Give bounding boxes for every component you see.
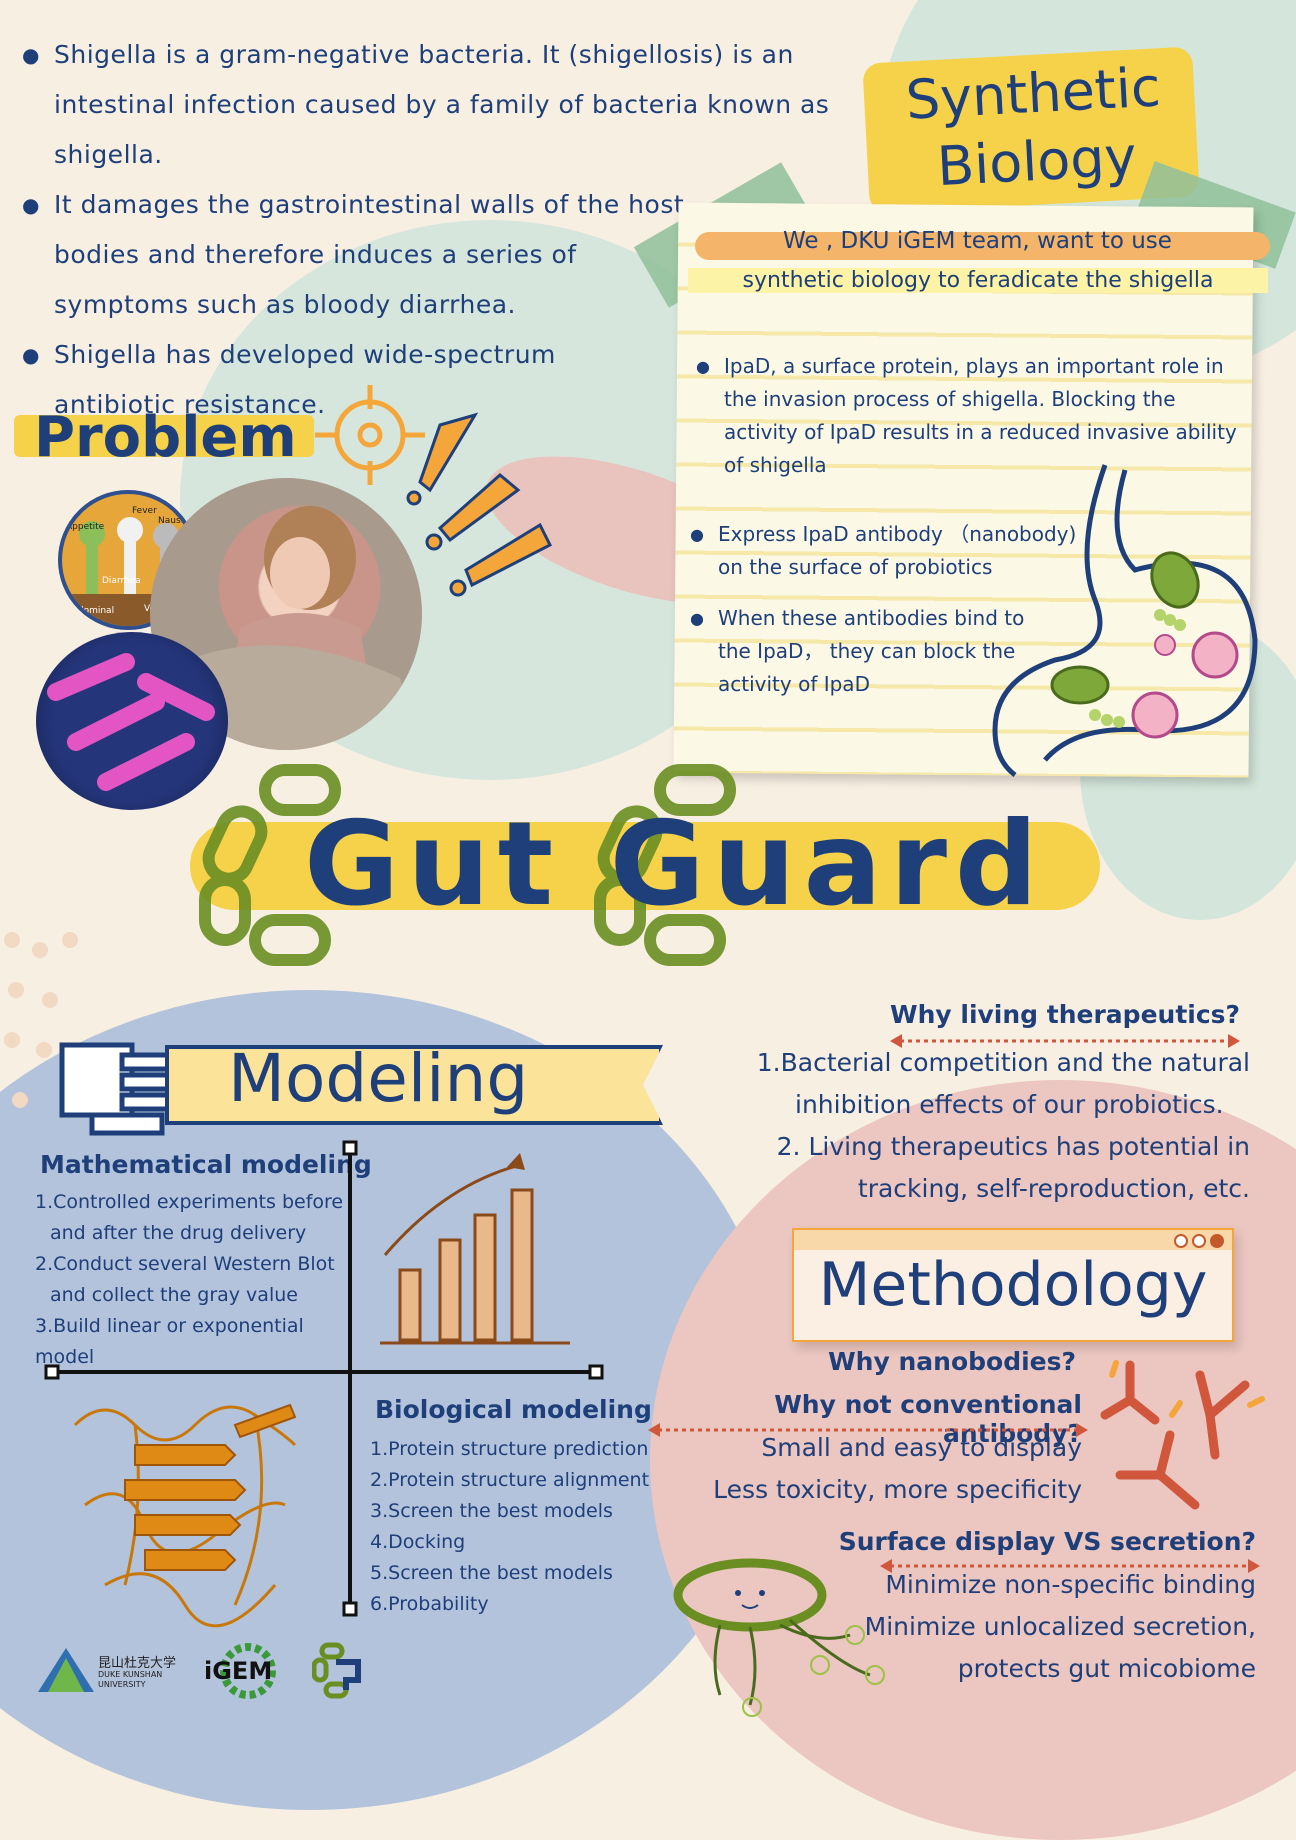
synbio-bullet: IpaD, a surface protein, plays an import… [696,350,1241,482]
dku-name-en: UNIVERSITY [98,1680,146,1689]
synbio-bullet: Express IpaD antibody （nanobody) on the … [690,518,1090,584]
bio-item: 1.Protein structure prediction [370,1438,649,1460]
bio-item: 6.Probability [370,1593,489,1615]
window-dot-icon [1210,1234,1224,1248]
methodology-q3: Surface display VS secretion? [838,1527,1256,1556]
modeling-banner [165,1045,663,1125]
methodology-a1: Small and easy to display [761,1433,1082,1462]
synbio-bullet-list-2: Express IpaD antibody （nanobody) on the … [690,518,1090,701]
synbio-bullet: When these antibodies bind to the IpaD， … [690,602,1048,701]
symptom-label: Abdominal [66,606,115,616]
window-title-bar [794,1230,1232,1250]
methodology-q2: Why not conventional antibody? [774,1390,1082,1448]
chain-link-icon [594,764,736,966]
living-line: 1.Bacterial competition and the natural [756,1048,1250,1077]
igem-gear-icon [220,1643,276,1699]
living-line: inhibition effects of our probiotics. [795,1090,1224,1119]
symptom-label: Fever [132,506,157,516]
methodology-window [792,1228,1234,1342]
living-question: Why living therapeutics? [890,1000,1241,1029]
problem-bullet: Shigella has developed wide-spectrum ant… [22,330,574,430]
exclamation-marks-icon [406,412,553,597]
bio-item: 4.Docking [370,1531,466,1553]
dot-pattern-decoration [4,932,78,1108]
window-dot-icon [1192,1234,1206,1248]
bio-modeling-heading: Biological modeling [375,1395,652,1424]
bio-item: 2.Protein structure alignment [370,1469,650,1491]
methodology-q1: Why nanobodies? [828,1347,1076,1376]
bio-item: 3.Screen the best models [370,1500,613,1522]
problem-heading: Problem [34,405,297,470]
methodology-a2: Less toxicity, more specificity [713,1475,1082,1504]
synbio-intro-highlight [695,232,1270,260]
problem-bullet-list: Shigella is a gram-negative bacteria. It… [22,30,852,430]
methodology-a3: Minimize non-specific binding [885,1570,1256,1599]
problem-bullet: It damages the gastrointestinal walls of… [22,180,704,330]
symptom-label: Nausea [158,516,192,526]
dku-name-en: DUKE KUNSHAN [98,1670,163,1679]
gutguard-small-logo-icon [312,1642,361,1699]
bacteria-image [36,632,228,810]
math-item: 1.Controlled experiments before [35,1191,344,1213]
synbio-intro-line2: synthetic biology to feradicate the shig… [688,268,1268,293]
double-arrow-icon [648,1423,1088,1437]
living-line: 2. Living therapeutics has potential in [776,1132,1250,1161]
stomach-illustration-icon [992,464,1258,777]
symptom-label: Diarrhea [102,576,141,586]
dku-name-cn: 昆山杜克大学 [98,1656,177,1671]
symptom-label: Appetite [66,522,105,532]
chain-link-icon [199,764,341,966]
window-dot-icon [1174,1234,1188,1248]
math-item: and after the drug delivery [50,1222,307,1244]
math-item: and collect the gray value [50,1284,298,1306]
protein-structure-icon [73,1403,297,1628]
target-icon [315,385,425,485]
igem-text: iGEM [204,1657,273,1685]
probiotic-character-icon [673,1558,885,1717]
modeling-heading: Modeling [228,1040,529,1117]
dku-logo-icon [38,1648,94,1692]
math-modeling-list: 1.Controlled experiments before and afte… [35,1187,355,1373]
math-item: 3.Build linear or exponential model [35,1315,304,1368]
math-item: 2.Conduct several Western Blot [35,1253,335,1275]
bio-modeling-list: 1.Protein structure prediction 2.Protein… [370,1434,670,1620]
bar-chart-sketch-icon [380,1153,570,1345]
logo-title: Gut Guard [304,797,1046,932]
living-line: tracking, self-reproduction, etc. [857,1174,1250,1203]
bio-item: 5.Screen the best models [370,1562,613,1584]
living-lines: 1.Bacterial competition and the natural … [740,1042,1250,1210]
bacteria-rods-icon [47,653,215,791]
methodology-a4: Minimize unlocalized secretion, [864,1612,1256,1641]
problem-heading-highlight [14,415,314,457]
double-arrow-icon [880,1559,1260,1573]
problem-bullet: Shigella is a gram-negative bacteria. It… [22,30,852,180]
methodology-a5: protects gut micobiome [957,1654,1256,1683]
synbio-heading: Synthetic Biology [904,55,1163,199]
methodology-heading: Methodology [818,1250,1208,1320]
double-arrow-icon [890,1034,1240,1048]
quadrant-axes [44,1140,604,1617]
synbio-intro-line1: We , DKU iGEM team, want to use [783,228,1172,254]
math-modeling-heading: Mathematical modeling [40,1150,372,1179]
antibody-icon [1100,1360,1265,1510]
synbio-bullet-list: IpaD, a surface protein, plays an import… [696,350,1241,482]
